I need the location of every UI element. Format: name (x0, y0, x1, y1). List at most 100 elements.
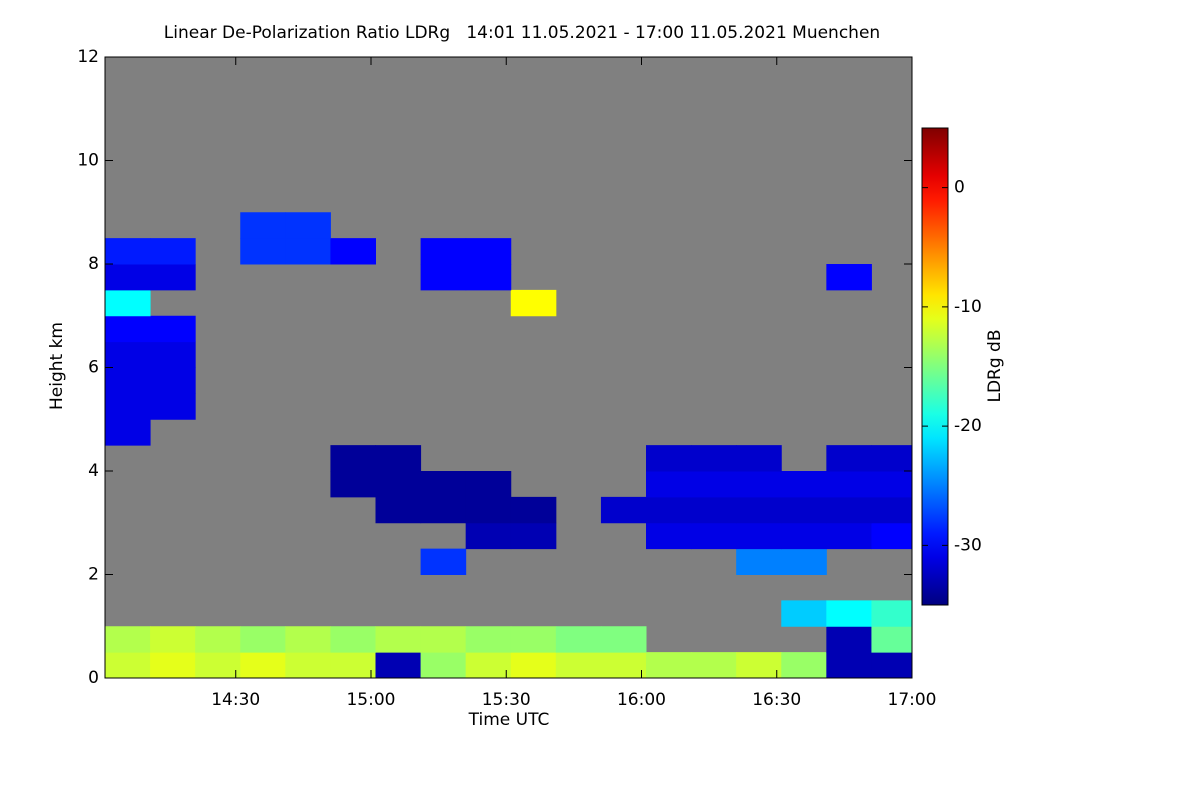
heatmap-cell (826, 600, 872, 627)
heatmap-cell (420, 652, 467, 679)
heatmap-cell (150, 238, 196, 265)
y-tick-label: 4 (88, 461, 99, 481)
heatmap-cell (105, 626, 151, 653)
colorbar-tick-label: -20 (954, 416, 982, 436)
heatmap-cell (150, 393, 196, 420)
y-tick-label: 8 (88, 254, 99, 274)
heatmap-cell (240, 626, 286, 653)
colorbar-tick-label: 0 (954, 178, 965, 198)
heatmap-cell (330, 626, 377, 653)
heatmap-cell (691, 522, 737, 550)
heatmap-cell (871, 522, 913, 550)
heatmap-cell (555, 626, 602, 653)
heatmap-cell (240, 212, 286, 239)
y-tick-label: 6 (88, 358, 99, 378)
heatmap-cell (510, 289, 557, 317)
heatmap-cell (781, 471, 827, 498)
heatmap-cell (781, 548, 827, 575)
heatmap-cell (826, 471, 872, 498)
heatmap-cell (510, 496, 557, 524)
heatmap-cell (646, 496, 692, 524)
heatmap-cell (871, 600, 913, 627)
heatmap-cell (105, 238, 151, 265)
heatmap-cell (465, 471, 512, 498)
heatmap-cell (150, 315, 196, 343)
heatmap-cell (555, 652, 602, 679)
colorbar-tick-label: -30 (954, 535, 982, 555)
heatmap-cell (826, 264, 872, 291)
heatmap-cell (420, 496, 467, 524)
heatmap-cell (691, 652, 737, 679)
heatmap-cell (285, 652, 331, 679)
heatmap-cell (150, 341, 196, 368)
heatmap-cell (781, 652, 827, 679)
heatmap-cell (736, 471, 782, 498)
heatmap-cell (240, 652, 286, 679)
heatmap-cell (240, 238, 286, 265)
heatmap-cell (150, 367, 196, 394)
heatmap-cell (420, 471, 467, 498)
heatmap-cell (781, 600, 827, 627)
colorbar-tick-label: -10 (954, 297, 982, 317)
heatmap-cell (781, 496, 827, 524)
heatmap-cell (375, 626, 422, 653)
heatmap-cell (736, 652, 782, 679)
heatmap-cell (691, 445, 737, 472)
heatmap-cell (510, 522, 557, 550)
heatmap-cell (600, 496, 647, 524)
heatmap-cell (420, 238, 467, 265)
heatmap-cell (420, 626, 467, 653)
y-tick-label: 2 (88, 565, 99, 585)
heatmap-cell (285, 238, 331, 265)
y-tick-label: 0 (88, 668, 99, 688)
heatmap-cell (375, 471, 422, 498)
heatmap-cell (465, 238, 512, 265)
heatmap-cell (330, 652, 377, 679)
heatmap-cell (105, 315, 151, 343)
heatmap-cell (330, 238, 377, 265)
heatmap-cell (420, 264, 467, 291)
heatmap-cell (871, 471, 913, 498)
heatmap-cell (330, 471, 377, 498)
x-tick-label: 15:30 (482, 690, 531, 710)
heatmap-cell (826, 626, 872, 653)
heatmap-cell (420, 548, 467, 575)
heatmap-cell (510, 652, 557, 679)
heatmap-cell (375, 496, 422, 524)
heatmap-cell (105, 289, 151, 317)
heatmap-cell (150, 626, 196, 653)
heatmap-cell (105, 367, 151, 394)
chart-title: Linear De-Polarization Ratio LDRg 14:01 … (164, 23, 880, 43)
x-tick-label: 17:00 (888, 690, 937, 710)
heatmap-cell (465, 652, 512, 679)
heatmap-cell (285, 212, 331, 239)
heatmap-cell (105, 264, 151, 291)
heatmap-cell (826, 496, 872, 524)
y-tick-label: 12 (77, 47, 99, 67)
heatmap-cell (646, 652, 692, 679)
heatmap-cell (150, 652, 196, 679)
heatmap-cell (691, 496, 737, 524)
heatmap-cell (600, 626, 647, 653)
colorbar-label: LDRg dB (985, 329, 1005, 402)
heatmap-cell (736, 445, 782, 472)
x-tick-label: 16:00 (617, 690, 666, 710)
heatmap-cell (646, 445, 692, 472)
heatmap-cell (736, 496, 782, 524)
x-tick-label: 16:30 (752, 690, 801, 710)
heatmap-cell (871, 626, 913, 653)
heatmap-cell (195, 626, 241, 653)
x-tick-label: 14:30 (211, 690, 260, 710)
heatmap-cell (871, 445, 913, 472)
x-axis-label: Time UTC (468, 710, 550, 730)
heatmap-cell (105, 341, 151, 368)
heatmap-cell (510, 626, 557, 653)
heatmap-cell (105, 419, 151, 446)
heatmap-cell (691, 471, 737, 498)
heatmap-cell (781, 522, 827, 550)
y-axis-label: Height km (47, 322, 67, 410)
heatmap-cell (375, 652, 422, 679)
colorbar (921, 127, 949, 606)
plot-background (105, 57, 912, 678)
heatmap-cell (465, 264, 512, 291)
